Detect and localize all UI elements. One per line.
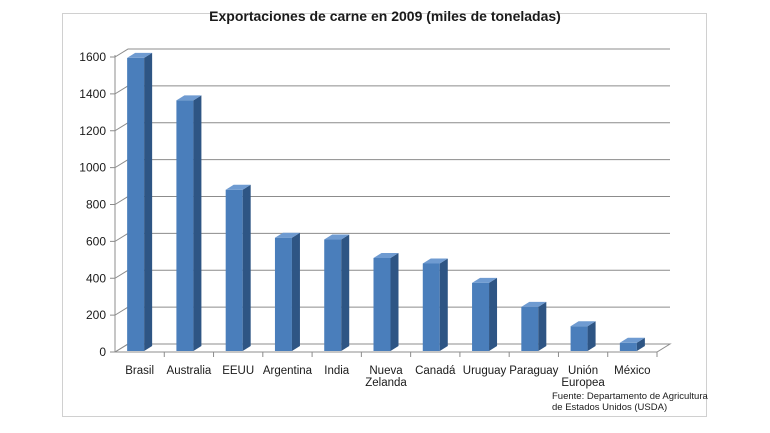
x-tick-label-line: Canadá [415, 365, 456, 377]
bar [127, 52, 153, 351]
x-tick-label-line: Uruguay [463, 365, 507, 377]
chart-title: Exportaciones de carne en 2009 (miles de… [209, 8, 561, 24]
bar-front [324, 239, 342, 351]
x-tick-label: Uruguay [463, 365, 507, 377]
bar-side [636, 337, 645, 351]
x-tick-label: Nueva Zelanda [365, 365, 407, 389]
x-tick-label-line: India [324, 365, 350, 377]
bar-front [570, 326, 588, 351]
category-labels: Brasil Australia EEUU Argentina India Nueva Ze… [125, 365, 650, 389]
x-tick-label: México [614, 365, 650, 377]
x-tick-label-line: EEUU [222, 365, 254, 377]
bar-front [225, 189, 243, 351]
x-tick-label: Unión Europea [561, 365, 605, 389]
y-tick-label: 1200 [79, 124, 106, 138]
y-tick-label: 800 [86, 198, 106, 212]
bar-side [144, 52, 153, 351]
bar-side [538, 301, 547, 351]
source-note-line-2: de Estados Unidos (USDA) [552, 402, 668, 413]
x-tick-label: India [324, 365, 350, 377]
bar-top [570, 321, 596, 327]
x-tick-label-line: Zelanda [365, 377, 407, 389]
bar-front [472, 282, 490, 351]
x-tick-label-line: Argentina [263, 365, 313, 377]
y-axis: 0 200 400 600 800 1000 1200 1400 1600 [79, 50, 658, 359]
bar-side [341, 234, 350, 351]
bar [570, 321, 596, 351]
bar [324, 234, 350, 351]
x-tick-label: Paraguay [509, 365, 558, 377]
gridline [114, 48, 670, 58]
bar [472, 277, 498, 351]
bar-side [587, 321, 596, 351]
x-tick-label: Canadá [415, 365, 456, 377]
bar-top [373, 252, 399, 258]
bar-side [390, 252, 399, 351]
bar-top [521, 301, 547, 307]
bar-top [274, 232, 300, 238]
x-tick-label: Australia [167, 365, 212, 377]
bar [521, 301, 547, 351]
y-tick-label: 600 [86, 234, 106, 248]
bar [422, 258, 448, 351]
bar-side [242, 184, 251, 351]
y-tick-label: 0 [99, 345, 106, 359]
y-tick-label: 1400 [79, 87, 106, 101]
x-tick-label: EEUU [222, 365, 254, 377]
bar-top [324, 234, 350, 240]
bar-top [225, 184, 251, 190]
x-tick-label-line: Nueva [369, 365, 403, 377]
y-tick-label: 1600 [79, 50, 106, 64]
y-tick-label: 200 [86, 308, 106, 322]
bar-front [619, 342, 637, 351]
bar-side [291, 232, 300, 351]
bar [619, 337, 645, 351]
bar-front [422, 263, 440, 351]
bar-front [127, 57, 145, 351]
bar-front [274, 237, 292, 351]
bar [274, 232, 300, 351]
y-tick-label: 400 [86, 271, 106, 285]
bar-side [489, 277, 498, 351]
bar [176, 95, 202, 351]
bar [225, 184, 251, 351]
x-tick-label-line: Australia [167, 365, 212, 377]
bar-front [373, 257, 391, 351]
bar-top [619, 337, 645, 343]
axis-corner [114, 343, 129, 353]
x-tick-label: Brasil [125, 365, 154, 377]
x-tick-label: Argentina [263, 365, 313, 377]
x-tick-label-line: Paraguay [509, 365, 558, 377]
bar-front [176, 100, 194, 351]
bar-top [176, 95, 202, 101]
bar-top [472, 277, 498, 283]
x-tick-label-line: Unión [568, 365, 598, 377]
source-note: Fuente: Departamento de Agricultura de E… [552, 391, 708, 413]
bar-side [439, 258, 448, 351]
x-tick-label-line: Brasil [125, 365, 154, 377]
bar-side [193, 95, 202, 351]
y-tick-label: 1000 [79, 161, 106, 175]
gridline [114, 85, 670, 95]
source-note-line-1: Fuente: Departamento de Agricultura [552, 391, 708, 402]
x-tick-label-line: Europea [561, 377, 605, 389]
bar [373, 252, 399, 351]
bar-top [127, 52, 153, 58]
x-tick-label-line: México [614, 365, 650, 377]
bar-front [521, 306, 539, 351]
bars [127, 52, 645, 351]
bar-top [422, 258, 448, 264]
